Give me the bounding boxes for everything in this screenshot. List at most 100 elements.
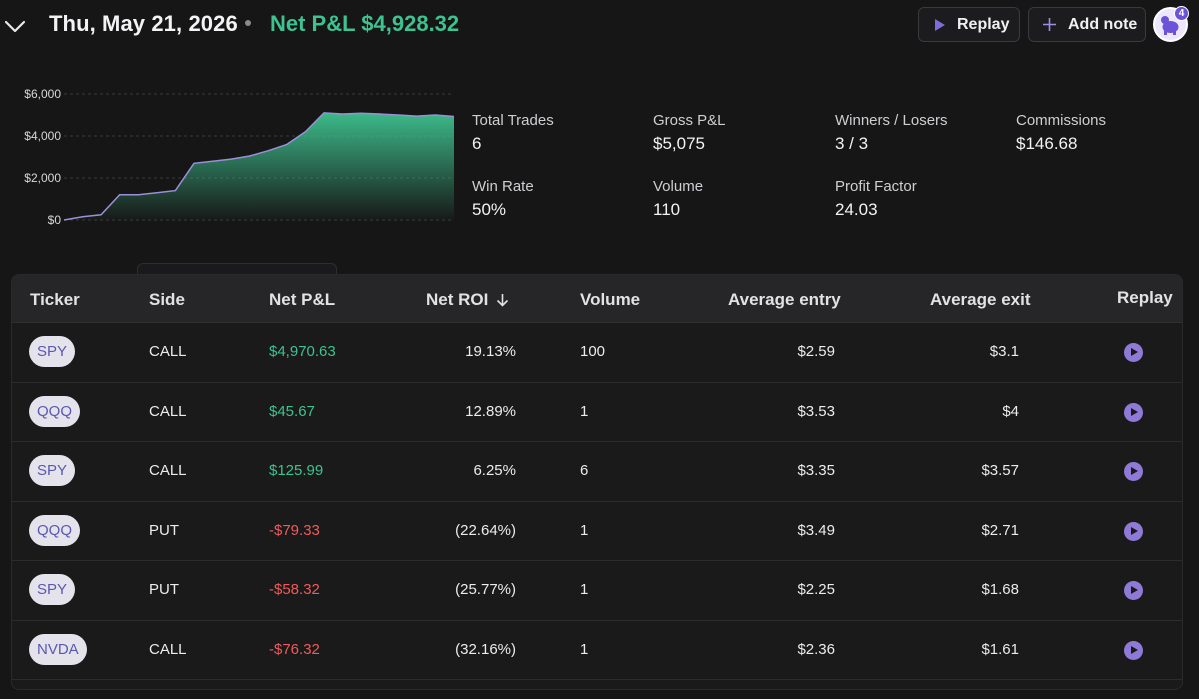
y-tick-label: $6,000 (24, 87, 61, 101)
y-tick-label: $0 (48, 213, 62, 227)
stat-gross-pnl: Gross P&L $5,075 (653, 112, 726, 154)
stat-label: Commissions (1016, 112, 1107, 129)
ticker-badge[interactable]: SPY (29, 455, 76, 486)
average-exit-cell: $4 (1002, 402, 1019, 420)
average-exit-cell: $3.1 (989, 343, 1019, 360)
average-entry-cell: $3.49 (797, 521, 835, 539)
column-header-net-roi-label: Net ROI (426, 290, 489, 309)
table-row[interactable]: NVDA CALL -$76.32 (32.16%) 1 $2.36 $1.61 (12, 621, 1182, 680)
stat-label: Profit Factor (835, 178, 917, 195)
stat-value: 110 (653, 200, 681, 219)
stat-win-rate: Win Rate 50% (472, 178, 534, 220)
stat-value: 3 / 3 (835, 134, 869, 153)
sort-arrow-down-icon (497, 294, 509, 307)
net-pnl-cell: -$76.32 (269, 640, 320, 658)
ticker-badge[interactable]: SPY (29, 336, 76, 367)
column-header-net-roi[interactable]: Net ROI (426, 290, 509, 310)
average-entry-cell: $2.59 (797, 343, 835, 360)
separator-dot (245, 20, 251, 26)
table-row[interactable]: SPY CALL $4,970.63 19.13% 100 $2.59 $3.1 (12, 323, 1182, 383)
add-note-button[interactable]: Add note (1028, 7, 1146, 42)
trades-table: Ticker Side Net P&L Net ROI Volume Avera… (11, 274, 1183, 690)
add-note-button-label: Add note (1068, 15, 1138, 33)
stat-volume: Volume 110 (653, 178, 703, 220)
replay-play-icon[interactable] (1124, 343, 1143, 362)
y-tick-label: $2,000 (24, 171, 61, 185)
net-roi-cell: 19.13% (465, 343, 516, 360)
stat-label: Gross P&L (653, 112, 726, 129)
avatar[interactable]: 4 (1153, 6, 1189, 42)
column-header-ticker[interactable]: Ticker (30, 290, 80, 309)
stat-label: Total Trades (472, 112, 554, 129)
replay-button-label: Replay (957, 15, 1010, 33)
stat-label: Volume (653, 178, 704, 195)
replay-button[interactable]: Replay (918, 7, 1020, 42)
average-exit-cell: $1.61 (981, 640, 1019, 658)
stat-value: $5,075 (653, 134, 705, 153)
table-row[interactable]: SPY CALL $125.99 6.25% 6 $3.35 $3.57 (12, 442, 1182, 502)
user-avatar-icon (1161, 16, 1179, 35)
average-entry-cell: $2.25 (797, 581, 835, 598)
column-header-average-entry[interactable]: Average entry (728, 290, 841, 309)
volume-cell: 6 (580, 462, 589, 479)
y-tick-label: $4,000 (24, 129, 61, 143)
volume-cell: 100 (580, 343, 606, 360)
average-entry-cell: $3.35 (797, 462, 835, 479)
ticker-badge[interactable]: SPY (29, 574, 76, 605)
replay-play-icon[interactable] (1124, 462, 1143, 481)
table-row[interactable]: SPY PUT -$58.32 (25.77%) 1 $2.25 $1.68 (12, 561, 1182, 621)
page-title-date: Thu, May 21, 2026 (49, 11, 238, 36)
stat-winners-losers: Winners / Losers 3 / 3 (835, 112, 948, 154)
side-cell: CALL (149, 402, 187, 420)
column-header-side[interactable]: Side (149, 290, 185, 309)
net-roi-cell: (25.77%) (455, 581, 516, 598)
column-header-average-exit[interactable]: Average exit (930, 290, 1031, 309)
pnl-line (63, 112, 455, 221)
net-pnl-cell: $45.67 (269, 402, 315, 420)
table-row[interactable]: QQQ PUT -$79.33 (22.64%) 1 $3.49 $2.71 (12, 502, 1182, 561)
net-roi-cell: 12.89% (465, 402, 516, 420)
column-header-net-pnl[interactable]: Net P&L (269, 290, 336, 309)
net-pnl-cell: -$79.33 (269, 521, 320, 539)
replay-play-icon[interactable] (1124, 521, 1143, 541)
volume-cell: 1 (580, 581, 589, 598)
volume-cell: 1 (580, 521, 589, 539)
play-icon (935, 18, 945, 31)
ticker-badge[interactable]: QQQ (29, 514, 81, 546)
stat-value: 50% (472, 200, 507, 219)
ticker-badge[interactable]: QQQ (29, 395, 81, 427)
side-cell: CALL (149, 343, 187, 360)
net-roi-cell: 6.25% (473, 462, 516, 479)
page-header: Thu, May 21, 2026 Net P&L $4,928.32 Repl… (0, 0, 1199, 50)
stat-value: $146.68 (1016, 134, 1078, 153)
replay-play-icon[interactable] (1124, 581, 1143, 600)
side-cell: CALL (149, 462, 187, 479)
replay-play-icon[interactable] (1124, 402, 1143, 422)
side-cell: CALL (149, 640, 187, 658)
average-exit-cell: $2.71 (981, 521, 1019, 539)
stat-value: 6 (472, 134, 482, 153)
net-pnl-summary: Net P&L $4,928.32 (270, 11, 460, 36)
average-entry-cell: $3.53 (797, 402, 835, 420)
notification-badge: 4 (1174, 6, 1189, 21)
table-header: Ticker Side Net P&L Net ROI Volume Avera… (12, 275, 1182, 323)
chevron-down-icon[interactable] (4, 15, 26, 37)
table-row[interactable]: QQQ CALL $45.67 12.89% 1 $3.53 $4 (12, 383, 1182, 442)
stat-label: Win Rate (472, 178, 534, 195)
stat-label: Winners / Losers (835, 112, 948, 129)
column-header-replay: Replay (1117, 288, 1173, 307)
average-entry-cell: $2.36 (797, 640, 835, 658)
net-pnl-cell: -$58.32 (269, 581, 320, 598)
pnl-area (64, 112, 454, 220)
net-pnl-cell: $125.99 (269, 462, 324, 479)
ticker-badge[interactable]: NVDA (29, 633, 87, 665)
column-header-volume[interactable]: Volume (580, 290, 641, 309)
cumulative-pnl-chart: $6,000 $4,000 $2,000 $0 (24, 87, 455, 227)
stat-commissions: Commissions $146.68 (1016, 112, 1106, 154)
net-roi-cell: (32.16%) (455, 640, 516, 658)
side-cell: PUT (149, 581, 179, 598)
plus-icon (1043, 18, 1056, 31)
replay-play-icon[interactable] (1124, 640, 1143, 660)
average-exit-cell: $3.57 (981, 462, 1019, 479)
stat-total-trades: Total Trades 6 (472, 112, 554, 154)
